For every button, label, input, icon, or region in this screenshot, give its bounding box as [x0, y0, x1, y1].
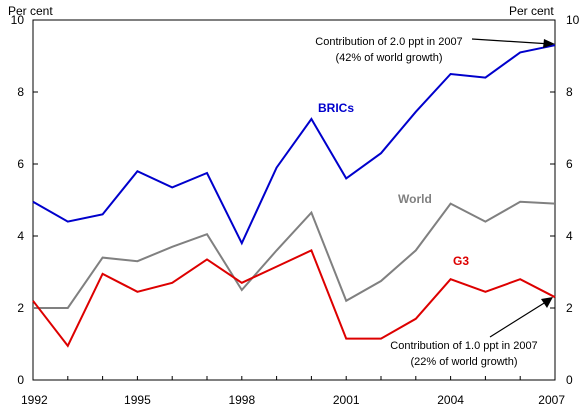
y-tick-label-right: 8	[566, 85, 573, 99]
y-tick-label-left: 4	[17, 229, 24, 243]
x-tick-label: 1992	[21, 393, 48, 407]
y-tick-label-right: 2	[566, 301, 573, 315]
y-tick-label-right: 10	[566, 13, 580, 27]
annotation-g3-line1: Contribution of 1.0 ppt in 2007	[390, 340, 537, 352]
annotation-brics: Contribution of 2.0 ppt in 2007 (42% of …	[315, 36, 555, 64]
y-tick-label-left: 0	[17, 373, 24, 387]
series-line-brics	[32, 44, 556, 246]
annotation-brics-line1: Contribution of 2.0 ppt in 2007	[315, 36, 462, 48]
annotation-brics-arrowhead	[543, 39, 555, 48]
x-tick-label: 2007	[538, 393, 565, 407]
y-unit-right: Per cent	[509, 4, 554, 18]
annotation-brics-line2: (42% of world growth)	[336, 52, 443, 64]
x-tick-label: 2004	[437, 393, 464, 407]
annotation-brics-arrow	[471, 38, 552, 45]
y-tick-label-right: 0	[566, 373, 573, 387]
series-label-g3: G3	[453, 254, 469, 268]
series-label-brics: BRICs	[318, 101, 354, 115]
annotation-g3-arrowhead	[541, 297, 553, 308]
y-ticks-right: 0 2 4 6 8 10	[550, 13, 580, 387]
y-tick-label-left: 10	[11, 13, 25, 27]
y-tick-label-right: 4	[566, 229, 573, 243]
x-tick-label: 1995	[124, 393, 151, 407]
annotation-g3: Contribution of 1.0 ppt in 2007 (22% of …	[390, 297, 553, 368]
series-line-g3	[32, 249, 556, 348]
x-tick-label: 1998	[228, 393, 255, 407]
y-tick-label-left: 8	[17, 85, 24, 99]
x-tick-label: 2001	[333, 393, 360, 407]
x-ticks: 1992 1995 1998 2001 2004 2007	[21, 376, 565, 407]
plot-frame	[32, 19, 556, 381]
y-ticks-left: 0 2 4 6 8 10	[11, 13, 38, 387]
annotation-g3-arrow	[489, 299, 550, 338]
y-unit-left: Per cent	[8, 4, 53, 18]
y-tick-label-left: 6	[17, 157, 24, 171]
series-label-world: World	[398, 192, 432, 206]
series-line-world	[33, 200, 556, 309]
series-lines	[32, 44, 556, 348]
y-tick-label-right: 6	[566, 157, 573, 171]
annotation-g3-line2: (22% of world growth)	[411, 356, 518, 368]
y-tick-label-left: 2	[17, 301, 24, 315]
